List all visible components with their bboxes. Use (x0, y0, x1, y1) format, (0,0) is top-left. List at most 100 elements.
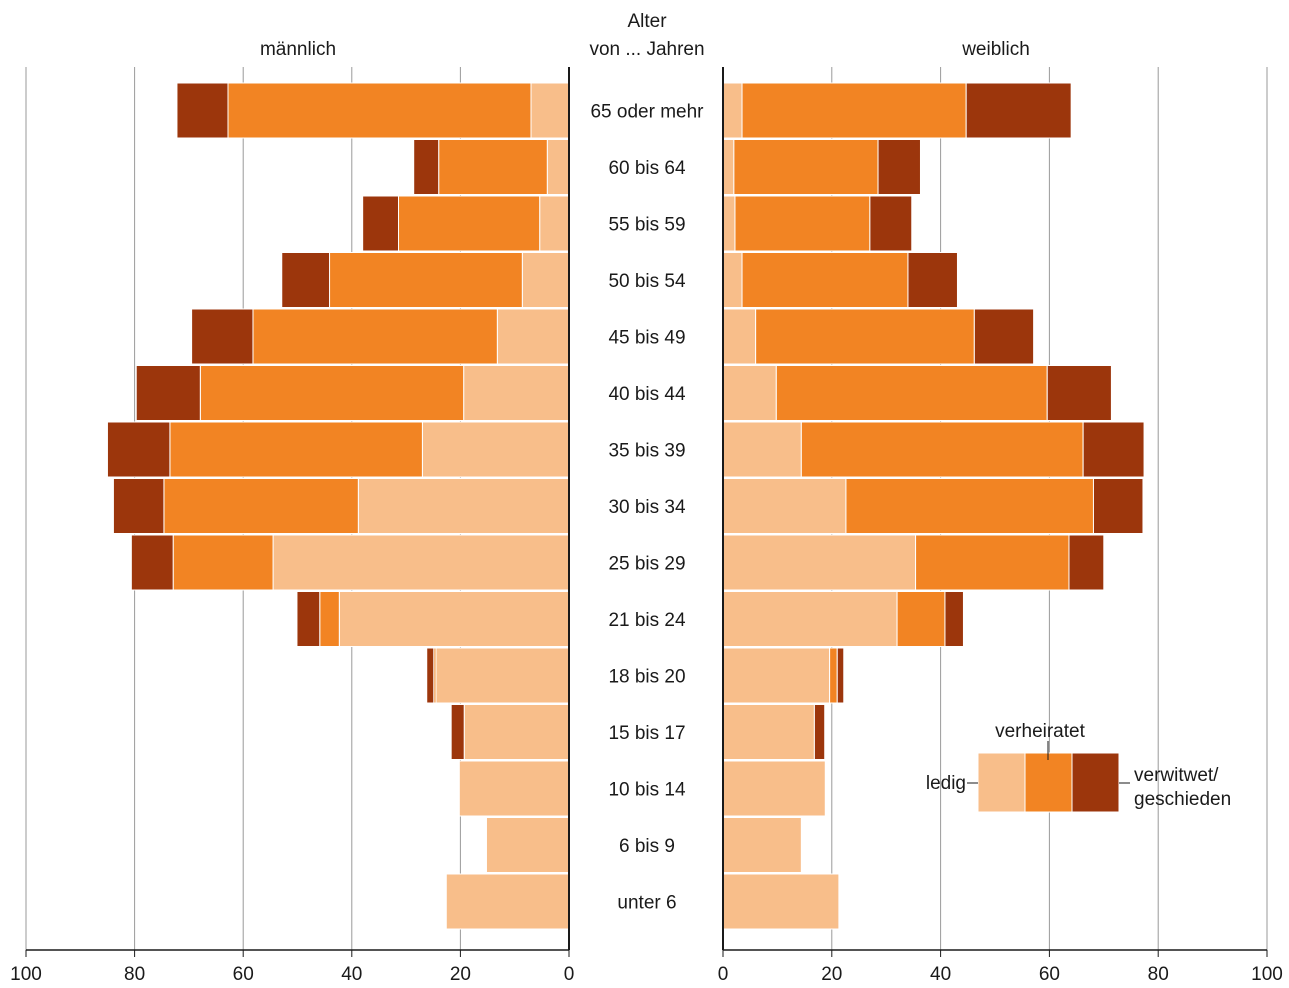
bar-female-verheiratet (741, 82, 967, 139)
bar-male-verwitwet (135, 365, 201, 421)
bar-female-verwitwet (1082, 421, 1145, 478)
bar-male-ledig (445, 873, 570, 930)
bar-male-verheiratet (169, 421, 423, 478)
age-label: 25 bis 29 (608, 554, 685, 575)
bar-female-verwitwet (965, 82, 1072, 139)
bar-female-ledig (722, 478, 847, 534)
bar-male-ledig (539, 195, 570, 252)
bar-male-ledig (521, 252, 570, 308)
header-age-line2: von ... Jahren (589, 39, 704, 60)
bar-male-verwitwet (296, 591, 321, 647)
bar-male-ledig (463, 704, 570, 760)
bar-male-ledig (458, 760, 570, 817)
bar-male-ledig (463, 365, 570, 421)
bar-female-ledig (722, 195, 736, 252)
age-label: unter 6 (617, 893, 676, 914)
age-label: 10 bis 14 (608, 780, 686, 801)
bar-male-verheiratet (329, 252, 523, 308)
bar-male-ledig (530, 82, 570, 139)
labels: männlich Alter von ... Jahren weiblich 6… (10, 11, 1283, 985)
bar-male-ledig (338, 591, 570, 647)
bar-male-ledig (485, 817, 570, 873)
age-label: 55 bis 59 (608, 215, 685, 236)
bar-female-verheiratet (741, 252, 909, 308)
bar-male-verheiratet (252, 308, 498, 365)
bar-female-verwitwet (1046, 365, 1112, 421)
age-label: 50 bis 54 (608, 271, 686, 292)
age-label: 60 bis 64 (608, 158, 686, 179)
tick-label-female: 20 (821, 964, 842, 985)
bar-male-verwitwet (426, 647, 435, 704)
legend-swatch-ledig (977, 752, 1026, 813)
bar-male-verheiratet (227, 82, 532, 139)
bar-female-verwitwet (1092, 478, 1144, 534)
bar-female-ledig (722, 591, 898, 647)
bar-male-verwitwet (362, 195, 399, 252)
bar-male-verwitwet (112, 478, 165, 534)
bar-male-verwitwet (191, 308, 254, 365)
tick-label-female: 0 (718, 964, 729, 985)
bar-female-verwitwet (907, 252, 958, 308)
header-female: weiblich (961, 39, 1030, 60)
bar-female-ledig (722, 365, 777, 421)
bar-male-verheiratet (163, 478, 359, 534)
bar-female-ledig (722, 252, 743, 308)
bar-female-ledig (722, 82, 743, 139)
bar-female-verheiratet (829, 647, 838, 704)
bar-female-verwitwet (836, 647, 845, 704)
bar-female-verheiratet (800, 421, 1084, 478)
legend: ledig verheiratet verwitwet/ geschieden (926, 721, 1231, 813)
bar-male-verheiratet (319, 591, 340, 647)
tick-label-male: 80 (124, 964, 145, 985)
age-label: 18 bis 20 (608, 667, 685, 688)
bar-female-verheiratet (896, 591, 946, 647)
legend-label-geschieden: geschieden (1134, 789, 1231, 810)
bar-female-ledig (722, 308, 757, 365)
legend-label-ledig: ledig (926, 773, 966, 794)
legend-label-verwitwet: verwitwet/ (1134, 765, 1219, 786)
axes (25, 67, 1268, 957)
tick-label-female: 80 (1148, 964, 1169, 985)
bar-female-ledig (722, 534, 917, 591)
bar-male-verheiratet (199, 365, 465, 421)
bar-female-verwitwet (973, 308, 1035, 365)
bar-male-ledig (357, 478, 570, 534)
bar-female-ledig (722, 873, 840, 930)
age-label: 15 bis 17 (608, 723, 685, 744)
bar-female-ledig (722, 421, 802, 478)
bar-female-ledig (722, 817, 802, 873)
bar-female-verheiratet (734, 195, 871, 252)
bar-female-verheiratet (755, 308, 975, 365)
bar-female-verwitwet (813, 704, 826, 760)
bar-male-verheiratet (438, 139, 548, 195)
bar-female-ledig (722, 139, 735, 195)
bar-male-verwitwet (130, 534, 174, 591)
tick-label-male: 0 (564, 964, 575, 985)
age-label: 30 bis 34 (608, 497, 686, 518)
tick-label-female: 60 (1039, 964, 1060, 985)
bar-female-verheiratet (915, 534, 1070, 591)
bar-female-verwitwet (877, 139, 921, 195)
bar-male-verwitwet (413, 139, 440, 195)
bar-male-verwitwet (106, 421, 171, 478)
bar-female-verheiratet (845, 478, 1094, 534)
tick-label-male: 20 (450, 964, 471, 985)
bar-male-ledig (421, 421, 570, 478)
bar-male-ledig (496, 308, 570, 365)
bar-female-verheiratet (775, 365, 1048, 421)
tick-label-male: 60 (233, 964, 254, 985)
age-label: 45 bis 49 (608, 328, 685, 349)
age-label: 35 bis 39 (608, 441, 685, 462)
legend-swatch-verwitwet (1071, 752, 1120, 813)
bar-female-verwitwet (869, 195, 913, 252)
bar-female-ledig (722, 760, 826, 817)
bar-male-verwitwet (176, 82, 229, 139)
header-age-line1: Alter (627, 11, 667, 32)
bar-male-verheiratet (172, 534, 274, 591)
bar-female-verheiratet (733, 139, 879, 195)
bar-female-verwitwet (944, 591, 964, 647)
tick-label-male: 40 (341, 964, 362, 985)
bar-male-ledig (435, 647, 570, 704)
bar-male-verwitwet (281, 252, 331, 308)
